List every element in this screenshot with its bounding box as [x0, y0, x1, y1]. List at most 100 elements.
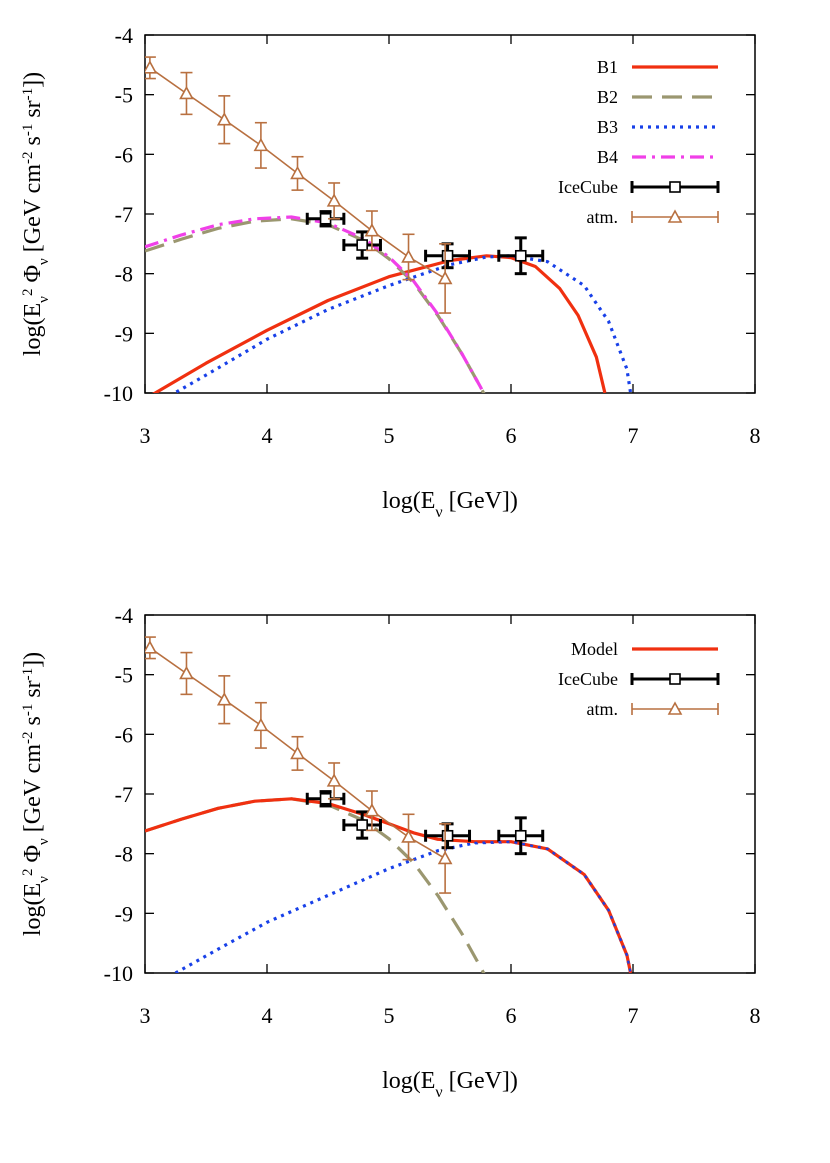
atm-marker [145, 640, 158, 654]
y-axis-label-part: s [20, 716, 46, 731]
atm-point [326, 182, 342, 220]
atm-point [290, 155, 305, 191]
legend-marker [669, 673, 681, 685]
y-axis-label-part: Φ [20, 265, 46, 289]
x-tick-label: 8 [750, 423, 761, 448]
series-line-unnamed [174, 840, 633, 973]
x-tick-label: 5 [384, 1003, 395, 1028]
atm-marker [179, 665, 194, 680]
y-axis-label-part: ]) [20, 652, 46, 668]
atm-point [364, 790, 380, 832]
atm-marker [437, 270, 453, 285]
atm-marker [364, 803, 380, 817]
atm-marker [401, 829, 416, 843]
x-tick-label: 6 [506, 1003, 517, 1028]
y-tick-label: -5 [115, 663, 133, 688]
series-line-model [145, 797, 633, 973]
icecube-marker [356, 819, 368, 831]
y-axis-label-sup: -1 [20, 668, 36, 681]
y-tick-label: -5 [115, 83, 133, 108]
y-axis-label-sup: -1 [20, 88, 36, 101]
x-tick-label: 7 [628, 423, 639, 448]
y-axis-label-part: ]) [20, 72, 46, 88]
y-tick-label: -6 [115, 722, 133, 747]
y-tick-label: -8 [115, 262, 133, 287]
y-axis-label-sup: -2 [20, 732, 36, 745]
y-axis-label-sup: -2 [20, 152, 36, 165]
atm-marker [326, 193, 342, 207]
plot-frame [144, 34, 756, 394]
atm-point [179, 651, 194, 696]
legend-item-icecube: IceCube [558, 177, 720, 197]
legend-item-b1: B1 [597, 57, 718, 77]
y-tick-label: -4 [115, 603, 133, 628]
legend-label: Model [571, 639, 618, 659]
y-tick-label: -6 [115, 142, 133, 167]
atm-point [437, 823, 453, 894]
y-axis-label-sub: ν [36, 258, 52, 265]
plot-frame [144, 614, 756, 974]
atm-marker [253, 717, 269, 732]
atm-marker [179, 85, 194, 100]
y-axis-label-sup: -1 [20, 704, 36, 717]
legend-item-atm: atm. [587, 207, 719, 227]
atm-point [401, 813, 416, 861]
atm-marker [290, 165, 305, 180]
atm-marker [437, 850, 453, 865]
x-tick-label: 5 [384, 423, 395, 448]
icecube-marker [514, 829, 527, 842]
y-tick-label: -8 [115, 842, 133, 867]
atm-point [253, 121, 269, 169]
legend-item-b2: B2 [597, 87, 718, 107]
x-tick-label: 8 [750, 1003, 761, 1028]
legend-label: B4 [597, 147, 618, 167]
x-tick-label: 6 [506, 423, 517, 448]
series-line-b1 [152, 254, 607, 393]
atm-marker [216, 112, 232, 126]
atm-marker [290, 745, 305, 760]
series-line-b3 [171, 254, 633, 393]
atm-point [145, 56, 158, 80]
x-axis-label: log(Eν [GeV]) [382, 1068, 518, 1101]
y-axis-label: log(Eν2 Φν [GeV cm-2 s-1 sr-1]) [20, 652, 52, 936]
atm-point [216, 675, 232, 725]
plot-area [145, 56, 633, 393]
y-tick-label: -7 [115, 782, 133, 807]
y-tick-label: -9 [115, 901, 133, 926]
x-tick-label: 3 [140, 1003, 151, 1028]
icecube-point [305, 790, 346, 808]
y-axis-label-sup: -1 [20, 124, 36, 137]
y-axis-label-sup: 2 [20, 869, 36, 877]
atm-marker [145, 60, 158, 74]
x-tick-label: 3 [140, 423, 151, 448]
legend-label: atm. [587, 699, 619, 719]
legend-marker [667, 701, 683, 715]
icecube-point [424, 822, 472, 850]
y-axis-label-part: [GeV cm [20, 744, 46, 839]
legend-marker [669, 181, 681, 193]
y-tick-label: -10 [104, 961, 133, 986]
atm-point [253, 701, 269, 749]
atm-point [364, 210, 380, 252]
legend-label: IceCube [558, 177, 618, 197]
legend-item-atm: atm. [587, 699, 719, 719]
atm-point [290, 735, 305, 771]
x-tick-label: 7 [628, 1003, 639, 1028]
legend-item-b4: B4 [597, 147, 718, 167]
y-tick-label: -9 [115, 321, 133, 346]
y-tick-label: -7 [115, 202, 133, 227]
icecube-marker [441, 249, 454, 262]
legend-label: atm. [587, 207, 619, 227]
atm-point [216, 95, 232, 145]
legend-item-b3: B3 [597, 117, 718, 137]
atm-point [437, 243, 453, 314]
x-axis-label: log(Eν [GeV]) [382, 488, 518, 521]
plot-area [145, 636, 633, 973]
legend-label: B2 [597, 87, 618, 107]
y-axis-label-part: Φ [20, 845, 46, 869]
icecube-point [342, 810, 382, 840]
icecube-point [497, 816, 545, 856]
legend-label: IceCube [558, 669, 618, 689]
x-axis-label-sub: ν [435, 1084, 442, 1101]
